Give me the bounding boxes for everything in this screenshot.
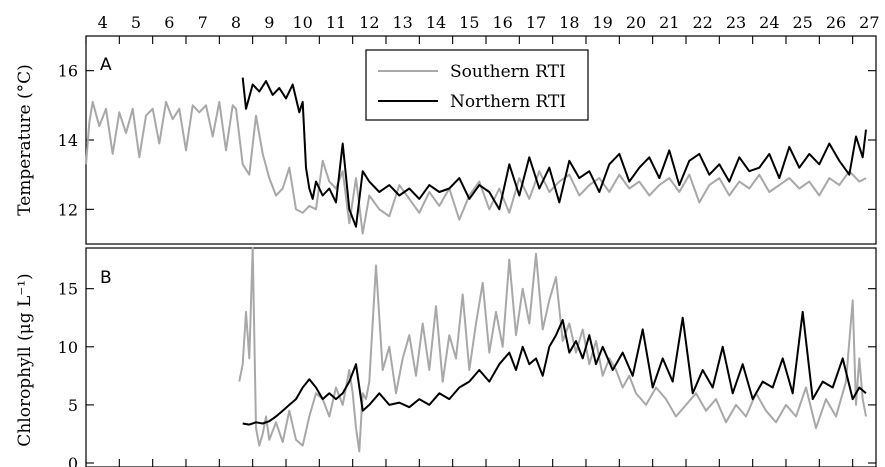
top-x-tick-label: 11 <box>326 13 346 32</box>
y-tick-label: 5 <box>68 396 78 415</box>
bottom-x-axis-ticks <box>85 459 854 467</box>
top-x-tick-label: 25 <box>792 13 812 32</box>
panel-b-y-ticks: 0 5 10 15 <box>58 280 876 467</box>
top-x-tick-label: 8 <box>231 13 241 32</box>
panel-b-frame <box>85 247 877 467</box>
y-tick-label: 15 <box>58 280 78 299</box>
top-x-tick-label: 5 <box>131 13 141 32</box>
top-x-tick-label: 18 <box>559 13 579 32</box>
top-x-tick-label: 6 <box>164 13 174 32</box>
top-x-tick-label: 21 <box>659 13 679 32</box>
panel-a-y-axis-label: Temperature (°C) <box>15 64 35 216</box>
top-x-tick-label: 12 <box>359 13 379 32</box>
top-x-tick-label: 19 <box>592 13 612 32</box>
panel-b-chlorophyll: 0 5 10 15 B Chlorophyll (μg L⁻¹) <box>15 247 877 467</box>
top-x-tick-label: 26 <box>826 13 846 32</box>
legend-box <box>365 49 589 121</box>
top-x-tick-label: 23 <box>726 13 746 32</box>
top-x-tick-label: 4 <box>98 13 108 32</box>
series-line-southern-rti <box>238 247 867 453</box>
series-line-southern-rti <box>85 100 867 235</box>
top-x-axis-tick-labels: 4 5 6 7 8 9 10 11 12 13 14 15 16 17 18 19 20 21 22 23 24 25 26… <box>98 13 880 32</box>
top-x-tick-label: 22 <box>692 13 712 32</box>
panel-b-letter: B <box>100 268 112 288</box>
panel-a-y-ticks: 12 14 16 <box>58 62 876 219</box>
series-line-northern-rti <box>242 310 867 426</box>
y-tick-label: 0 <box>68 454 78 467</box>
panel-b-y-axis-label: Chlorophyll (μg L⁻¹) <box>15 273 35 446</box>
panel-a-temperature: 4 5 6 7 8 9 10 11 12 13 14 15 16 17 18 19 20 21 22 23 24 25 26… <box>15 13 880 245</box>
top-x-tick-label: 16 <box>492 13 512 32</box>
top-x-tick-label: 10 <box>292 13 312 32</box>
top-x-tick-label: 17 <box>526 13 546 32</box>
top-x-tick-label: 13 <box>392 13 412 32</box>
legend-label-southern: Southern RTI <box>450 62 566 82</box>
y-tick-label: 16 <box>58 62 78 81</box>
top-x-axis-ticks <box>85 36 854 44</box>
series-line-northern-rti <box>241 77 867 228</box>
top-x-tick-label: 24 <box>759 13 779 32</box>
top-x-tick-label: 27 <box>859 13 879 32</box>
panel-b-series <box>238 247 867 453</box>
top-x-tick-label: 20 <box>626 13 646 32</box>
legend-label-northern: Northern RTI <box>450 92 566 112</box>
panel-a-series <box>85 77 867 235</box>
y-tick-label: 12 <box>58 200 78 219</box>
panel-a-letter: A <box>100 55 112 75</box>
legend: Southern RTI Northern RTI <box>365 49 589 121</box>
top-x-tick-label: 7 <box>198 13 208 32</box>
top-x-tick-label: 9 <box>264 13 274 32</box>
y-tick-label: 10 <box>58 338 78 357</box>
top-x-tick-label: 14 <box>426 13 446 32</box>
top-x-tick-label: 15 <box>459 13 479 32</box>
y-tick-label: 14 <box>58 131 78 150</box>
